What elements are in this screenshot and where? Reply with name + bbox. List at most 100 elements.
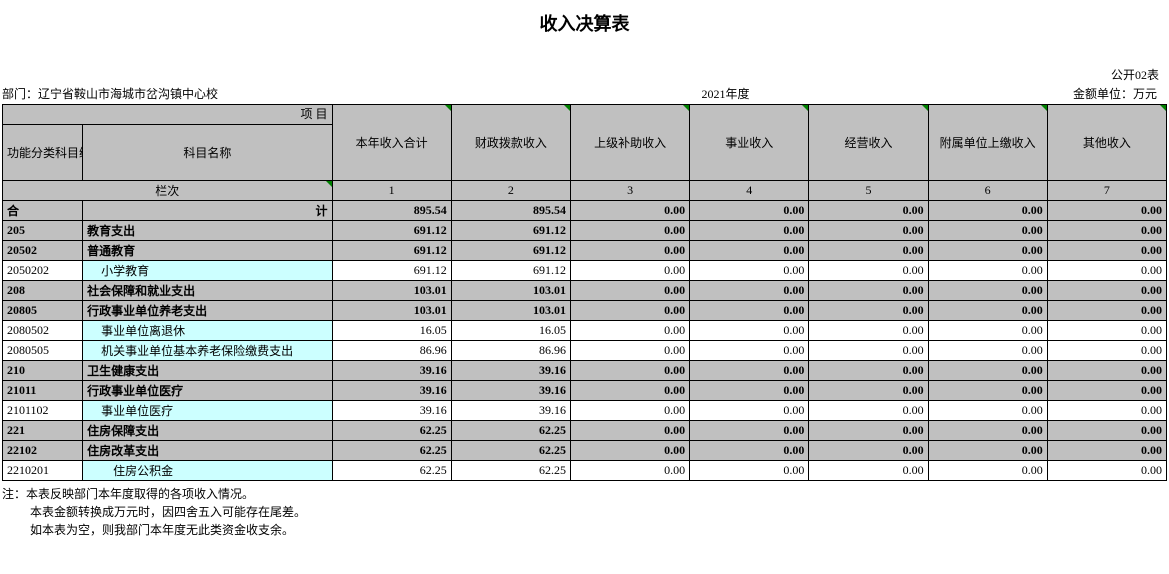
cell-name: 社会保障和就业支出 xyxy=(83,281,332,301)
cell-name: 教育支出 xyxy=(83,221,332,241)
meta-year: 2021年度 xyxy=(218,85,1073,102)
form-number: 公开02表 xyxy=(0,66,1169,83)
cell-value: 691.12 xyxy=(451,241,570,261)
cell-value: 0.00 xyxy=(690,301,809,321)
hdr-col-7: 其他收入 xyxy=(1047,105,1166,181)
cell-code: 22102 xyxy=(3,441,83,461)
cell-name: 机关事业单位基本养老保险缴费支出 xyxy=(83,341,332,361)
cell-value: 62.25 xyxy=(451,421,570,441)
cell-value: 0.00 xyxy=(690,281,809,301)
cell-value: 0.00 xyxy=(928,201,1047,221)
table-row: 2101102事业单位医疗39.1639.160.000.000.000.000… xyxy=(3,401,1167,421)
cell-value: 0.00 xyxy=(928,241,1047,261)
notes: 注：本表反映部门本年度取得的各项收入情况。 本表金额转换成万元时，因四舍五入可能… xyxy=(0,481,1169,543)
table-row: 221住房保障支出62.2562.250.000.000.000.000.00 xyxy=(3,421,1167,441)
table-row: 21011行政事业单位医疗39.1639.160.000.000.000.000… xyxy=(3,381,1167,401)
cell-value: 0.00 xyxy=(928,461,1047,481)
cell-value: 0.00 xyxy=(1047,201,1166,221)
triangle-icon xyxy=(564,105,570,111)
hdr-xiang: 项 目 xyxy=(3,105,333,125)
hdr-col-2: 财政拨款收入 xyxy=(451,105,570,181)
cell-code: 2080505 xyxy=(3,341,83,361)
cell-value: 0.00 xyxy=(570,301,689,321)
cell-value: 0.00 xyxy=(809,441,928,461)
cell-value: 0.00 xyxy=(570,221,689,241)
cell-value: 0.00 xyxy=(570,381,689,401)
cell-value: 0.00 xyxy=(809,421,928,441)
cell-value: 0.00 xyxy=(809,341,928,361)
cell-value: 0.00 xyxy=(1047,321,1166,341)
cell-value: 0.00 xyxy=(690,201,809,221)
cell-value: 0.00 xyxy=(928,441,1047,461)
hdr-num-6: 6 xyxy=(928,181,1047,201)
table-row: 205教育支出691.12691.120.000.000.000.000.00 xyxy=(3,221,1167,241)
cell-value: 895.54 xyxy=(451,201,570,221)
income-table: 项 目 本年收入合计 财政拨款收入 上级补助收入 事业收入 经营收入 附属单位上… xyxy=(2,104,1167,481)
table-body: 合计895.54895.540.000.000.000.000.00205教育支… xyxy=(3,201,1167,481)
cell-value: 0.00 xyxy=(928,261,1047,281)
cell-value: 0.00 xyxy=(1047,461,1166,481)
cell-value: 895.54 xyxy=(332,201,451,221)
cell-code: 2101102 xyxy=(3,401,83,421)
triangle-icon xyxy=(1160,105,1166,111)
cell-code: 221 xyxy=(3,421,83,441)
cell-value: 0.00 xyxy=(1047,421,1166,441)
table-row: 2080502事业单位离退休16.0516.050.000.000.000.00… xyxy=(3,321,1167,341)
cell-code: 2210201 xyxy=(3,461,83,481)
cell-value: 0.00 xyxy=(928,321,1047,341)
cell-name: 普通教育 xyxy=(83,241,332,261)
table-head: 项 目 本年收入合计 财政拨款收入 上级补助收入 事业收入 经营收入 附属单位上… xyxy=(3,105,1167,201)
cell-value: 62.25 xyxy=(332,441,451,461)
cell-value: 0.00 xyxy=(809,321,928,341)
cell-value: 0.00 xyxy=(690,261,809,281)
cell-value: 0.00 xyxy=(809,301,928,321)
hdr-code: 功能分类科目编码 xyxy=(3,125,83,181)
cell-code: 2080502 xyxy=(3,321,83,341)
table-row: 208社会保障和就业支出103.01103.010.000.000.000.00… xyxy=(3,281,1167,301)
cell-value: 16.05 xyxy=(332,321,451,341)
cell-value: 39.16 xyxy=(332,401,451,421)
cell-value: 691.12 xyxy=(451,221,570,241)
cell-value: 0.00 xyxy=(690,221,809,241)
cell-value: 0.00 xyxy=(928,361,1047,381)
cell-value: 0.00 xyxy=(809,381,928,401)
cell-value: 39.16 xyxy=(332,361,451,381)
cell-code: 205 xyxy=(3,221,83,241)
meta-row: 部门：辽宁省鞍山市海城市岔沟镇中心校 2021年度 金额单位：万元 xyxy=(0,83,1169,104)
cell-value: 691.12 xyxy=(332,221,451,241)
cell-value: 0.00 xyxy=(928,281,1047,301)
cell-name: 卫生健康支出 xyxy=(83,361,332,381)
table-row: 合计895.54895.540.000.000.000.000.00 xyxy=(3,201,1167,221)
hdr-col-5: 经营收入 xyxy=(809,105,928,181)
meta-dept: 部门：辽宁省鞍山市海城市岔沟镇中心校 xyxy=(2,85,218,102)
cell-value: 0.00 xyxy=(809,221,928,241)
cell-value: 62.25 xyxy=(332,421,451,441)
cell-value: 0.00 xyxy=(1047,361,1166,381)
cell-value: 0.00 xyxy=(928,421,1047,441)
cell-value: 0.00 xyxy=(690,421,809,441)
cell-value: 0.00 xyxy=(809,261,928,281)
cell-value: 0.00 xyxy=(570,201,689,221)
cell-value: 0.00 xyxy=(690,461,809,481)
hdr-num-3: 3 xyxy=(570,181,689,201)
cell-value: 0.00 xyxy=(570,341,689,361)
cell-value: 0.00 xyxy=(690,241,809,261)
cell-value: 0.00 xyxy=(809,241,928,261)
cell-value: 16.05 xyxy=(451,321,570,341)
cell-value: 0.00 xyxy=(690,441,809,461)
hdr-num-2: 2 xyxy=(451,181,570,201)
cell-value: 86.96 xyxy=(332,341,451,361)
hdr-col-4: 事业收入 xyxy=(690,105,809,181)
cell-value: 0.00 xyxy=(570,241,689,261)
cell-value: 62.25 xyxy=(332,461,451,481)
triangle-icon xyxy=(802,105,808,111)
cell-value: 0.00 xyxy=(690,381,809,401)
cell-value: 103.01 xyxy=(332,281,451,301)
table-row: 2210201住房公积金62.2562.250.000.000.000.000.… xyxy=(3,461,1167,481)
cell-value: 0.00 xyxy=(928,301,1047,321)
cell-code: 21011 xyxy=(3,381,83,401)
cell-name: 住房改革支出 xyxy=(83,441,332,461)
triangle-icon xyxy=(922,105,928,111)
table-row: 2080505机关事业单位基本养老保险缴费支出86.9686.960.000.0… xyxy=(3,341,1167,361)
triangle-icon xyxy=(326,181,332,187)
